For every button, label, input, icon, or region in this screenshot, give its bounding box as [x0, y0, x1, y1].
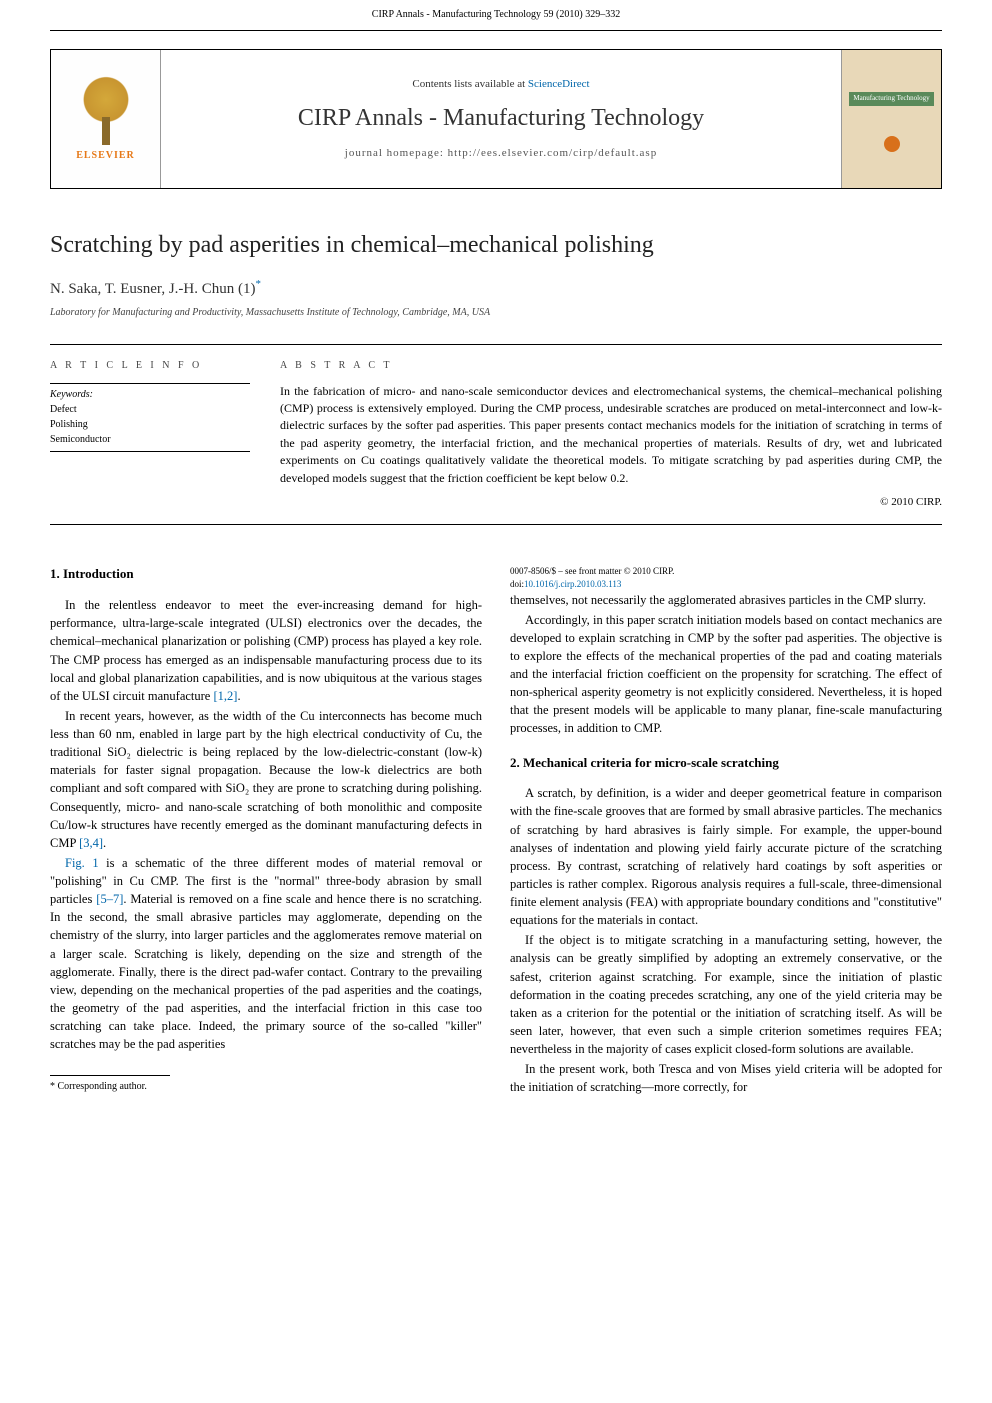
keywords-title: Keywords:: [50, 388, 250, 402]
authors-line: N. Saka, T. Eusner, J.-H. Chun (1)*: [50, 277, 942, 300]
contents-available-line: Contents lists available at ScienceDirec…: [181, 77, 821, 92]
issn-line: 0007-8506/$ – see front matter © 2010 CI…: [510, 565, 942, 578]
body-paragraph: In recent years, however, as the width o…: [50, 707, 482, 852]
footnote-text: Corresponding author.: [55, 1081, 147, 1092]
sciencedirect-link[interactable]: ScienceDirect: [528, 78, 590, 90]
p-text: . Material is removed on a fine scale an…: [50, 892, 482, 1051]
body-paragraph: Accordingly, in this paper scratch initi…: [510, 611, 942, 738]
figure-link[interactable]: Fig. 1: [65, 856, 99, 870]
elsevier-tree-icon: [76, 75, 136, 145]
article-title: Scratching by pad asperities in chemical…: [50, 229, 942, 263]
publisher-logo: ELSEVIER: [51, 50, 161, 188]
journal-name: CIRP Annals - Manufacturing Technology: [181, 102, 821, 136]
journal-cover-thumbnail: Manufacturing Technology: [841, 50, 941, 188]
p-text: In the relentless endeavor to meet the e…: [50, 598, 482, 703]
running-head: CIRP Annals - Manufacturing Technology 5…: [50, 0, 942, 31]
banner-center: Contents lists available at ScienceDirec…: [161, 50, 841, 188]
journal-homepage: journal homepage: http://ees.elsevier.co…: [181, 146, 821, 161]
authors: N. Saka, T. Eusner, J.-H. Chun (1): [50, 281, 255, 297]
contents-prefix: Contents lists available at: [412, 78, 527, 90]
article-info-column: A R T I C L E I N F O Keywords: Defect P…: [50, 359, 250, 511]
article-info-label: A R T I C L E I N F O: [50, 359, 250, 373]
keywords-list: Defect Polishing Semiconductor: [50, 402, 250, 447]
journal-banner: ELSEVIER Contents lists available at Sci…: [50, 49, 942, 189]
p-text: .: [237, 689, 240, 703]
citation-link[interactable]: [3,4]: [79, 836, 103, 850]
cover-label: Manufacturing Technology: [849, 92, 933, 106]
citation-link[interactable]: [5–7]: [96, 892, 123, 906]
p-text: In recent years, however, as the width o…: [50, 709, 482, 850]
section-1-title: 1. Introduction: [50, 565, 482, 584]
corresponding-marker: *: [255, 278, 261, 290]
body-paragraph: A scratch, by definition, is a wider and…: [510, 784, 942, 929]
article-bottom-meta: 0007-8506/$ – see front matter © 2010 CI…: [510, 565, 942, 590]
body-paragraph: In the present work, both Tresca and von…: [510, 1060, 942, 1096]
section-2-title: 2. Mechanical criteria for micro-scale s…: [510, 754, 942, 773]
body-paragraph: If the object is to mitigate scratching …: [510, 931, 942, 1058]
affiliation: Laboratory for Manufacturing and Product…: [50, 306, 942, 320]
publisher-name: ELSEVIER: [76, 149, 135, 163]
abstract-text: In the fabrication of micro- and nano-sc…: [280, 383, 942, 487]
p-text: .: [103, 836, 106, 850]
doi-prefix: doi:: [510, 579, 524, 589]
divider-bottom: [50, 524, 942, 525]
divider-top: [50, 344, 942, 345]
doi-link[interactable]: 10.1016/j.cirp.2010.03.113: [524, 579, 621, 589]
cover-graphic-icon: [884, 136, 900, 152]
body-columns: 1. Introduction In the relentless endeav…: [50, 565, 942, 1102]
body-paragraph: themselves, not necessarily the agglomer…: [510, 591, 942, 609]
abstract-copyright: © 2010 CIRP.: [280, 495, 942, 510]
abstract-column: A B S T R A C T In the fabrication of mi…: [280, 359, 942, 511]
body-paragraph: Fig. 1 is a schematic of the three diffe…: [50, 854, 482, 1053]
citation-link[interactable]: [1,2]: [213, 689, 237, 703]
abstract-label: A B S T R A C T: [280, 359, 942, 373]
footnote-separator: [50, 1075, 170, 1076]
corresponding-footnote: * Corresponding author.: [50, 1080, 482, 1095]
body-paragraph: In the relentless endeavor to meet the e…: [50, 596, 482, 705]
